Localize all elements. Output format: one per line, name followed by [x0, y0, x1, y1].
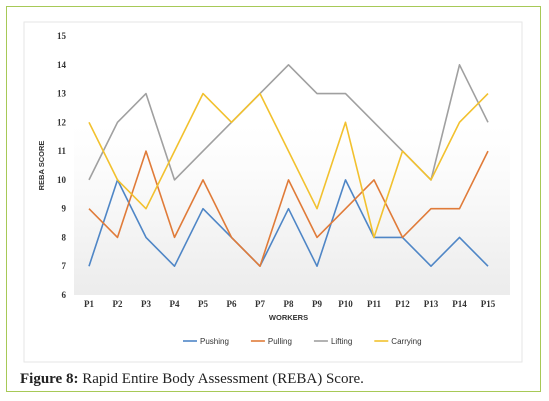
x-tick-label: P6	[227, 299, 237, 309]
caption-text: Rapid Entire Body Assessment (REBA) Scor…	[78, 371, 364, 387]
x-tick-label: P7	[255, 299, 265, 309]
series-lines	[88, 64, 489, 268]
x-tick-label: P14	[452, 299, 467, 309]
x-tick-label: P4	[170, 299, 180, 309]
legend-label-pushing: Pushing	[200, 337, 229, 346]
y-tick-label: 14	[57, 60, 67, 70]
series-line-pushing	[88, 179, 489, 268]
figure-caption: Figure 8: Rapid Entire Body Assessment (…	[20, 371, 520, 388]
y-tick-label: 15	[57, 31, 67, 41]
x-tick-label: P9	[312, 299, 322, 309]
series-line-carrying	[88, 92, 489, 239]
x-axis-title: WORKERS	[269, 313, 308, 322]
x-tick-label: P12	[395, 299, 410, 309]
caption-label: Figure 8:	[20, 371, 79, 387]
x-tick-label: P10	[338, 299, 353, 309]
y-tick-label: 6	[62, 290, 67, 300]
y-tick-label: 12	[57, 117, 67, 127]
legend-label-carrying: Carrying	[391, 337, 421, 346]
x-axis-ticks: P1 P2 P3 P4 P5 P6 P7 P8 P9 P10 P11 P12 P13 P14 P15	[84, 299, 496, 309]
x-tick-label: P13	[424, 299, 439, 309]
x-tick-label: P8	[284, 299, 294, 309]
x-tick-label: P1	[84, 299, 94, 309]
y-tick-label: 11	[57, 146, 66, 156]
y-tick-label: 10	[57, 175, 67, 185]
y-tick-label: 9	[62, 204, 67, 214]
x-tick-label: P5	[198, 299, 208, 309]
legend-label-pulling: Pulling	[268, 337, 292, 346]
x-tick-label: P3	[141, 299, 151, 309]
x-tick-label: P2	[113, 299, 123, 309]
x-tick-label: P15	[481, 299, 496, 309]
legend: Pushing Pulling Lifting Carrying	[183, 337, 422, 346]
y-tick-label: 7	[62, 261, 67, 271]
legend-label-lifting: Lifting	[331, 337, 352, 346]
series-line-pulling	[88, 150, 489, 268]
y-axis-title: REBA SCORE	[37, 141, 46, 191]
y-axis-ticks: 6 7 8 9 10 11 12 13 14 15	[57, 31, 67, 300]
y-tick-label: 8	[62, 232, 67, 242]
x-tick-label: P11	[367, 299, 382, 309]
y-tick-label: 13	[57, 89, 67, 99]
